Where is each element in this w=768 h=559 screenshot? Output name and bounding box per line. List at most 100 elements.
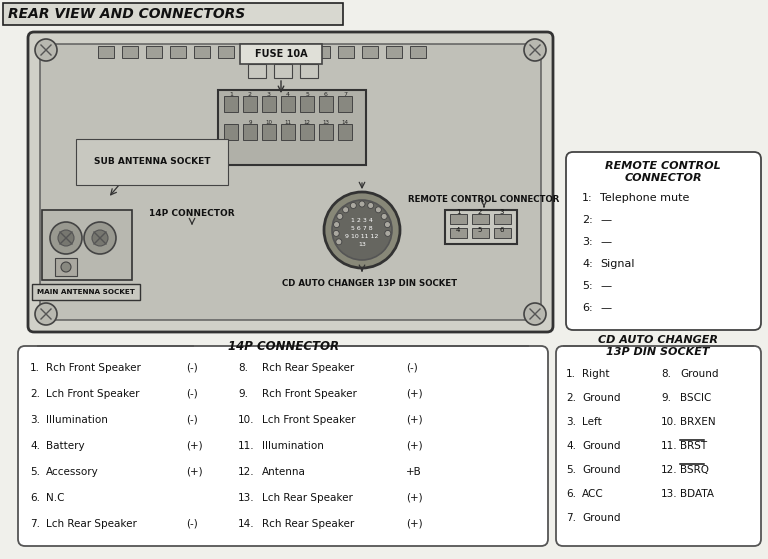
Text: 10.: 10. (661, 417, 677, 427)
Bar (300, 96, 314, 112)
Bar (146, 46, 162, 58)
Bar (243, 124, 257, 140)
Text: 1: 1 (455, 209, 460, 215)
Text: Ground: Ground (582, 465, 621, 475)
Text: 8.: 8. (661, 369, 671, 379)
Bar (494, 214, 511, 224)
Circle shape (337, 214, 343, 220)
Text: Left: Left (582, 417, 602, 427)
Bar (194, 46, 210, 58)
Text: (+): (+) (186, 467, 203, 477)
Text: Illumination: Illumination (46, 415, 108, 425)
Bar (32, 284, 140, 300)
Bar (262, 124, 276, 140)
Circle shape (524, 39, 546, 61)
Circle shape (50, 222, 82, 254)
Circle shape (350, 202, 356, 209)
Text: 14: 14 (342, 120, 349, 125)
Text: BRXEN: BRXEN (680, 417, 716, 427)
Text: 9 10 11 12: 9 10 11 12 (346, 234, 379, 239)
Text: Rch Front Speaker: Rch Front Speaker (262, 389, 357, 399)
Text: CONNECTOR: CONNECTOR (624, 173, 702, 183)
Circle shape (524, 303, 546, 325)
Text: 5.: 5. (30, 467, 40, 477)
Text: 5: 5 (478, 227, 482, 233)
Text: —: — (600, 303, 611, 313)
Text: Signal: Signal (600, 259, 634, 269)
Text: BSRQ: BSRQ (680, 465, 709, 475)
Text: (-): (-) (406, 363, 418, 373)
Text: 13.: 13. (661, 489, 677, 499)
Text: Illumination: Illumination (262, 441, 324, 451)
Bar (494, 228, 511, 238)
Circle shape (35, 39, 57, 61)
Text: 3:: 3: (582, 237, 593, 247)
Text: (+): (+) (406, 415, 422, 425)
Text: 4.: 4. (566, 441, 576, 451)
Text: —: — (600, 215, 611, 225)
Circle shape (359, 201, 365, 207)
Bar (338, 46, 354, 58)
Bar (300, 124, 314, 140)
Bar (224, 124, 238, 140)
Text: 1: 1 (229, 92, 233, 97)
Bar (170, 46, 186, 58)
Text: MAIN ANTENNA SOCKET: MAIN ANTENNA SOCKET (37, 289, 135, 295)
Text: Telephone mute: Telephone mute (600, 193, 690, 203)
Text: 4: 4 (456, 227, 460, 233)
Text: 7: 7 (343, 92, 347, 97)
Text: 5 6 7 8: 5 6 7 8 (351, 225, 372, 230)
Text: 6:: 6: (582, 303, 593, 313)
Bar (338, 124, 352, 140)
Text: (+): (+) (406, 441, 422, 451)
FancyBboxPatch shape (28, 32, 553, 332)
Text: 12.: 12. (238, 467, 255, 477)
Text: Rch Rear Speaker: Rch Rear Speaker (262, 519, 354, 529)
Text: 1.: 1. (566, 369, 576, 379)
Bar (472, 228, 489, 238)
Circle shape (336, 239, 342, 245)
Text: BSCIC: BSCIC (680, 393, 711, 403)
Text: 4.: 4. (30, 441, 40, 451)
Bar (338, 96, 352, 112)
Bar (42, 210, 132, 280)
Text: 3: 3 (267, 92, 271, 97)
Text: 9: 9 (248, 120, 252, 125)
Text: 3.: 3. (30, 415, 40, 425)
Bar (248, 64, 266, 78)
Bar (224, 96, 238, 112)
FancyBboxPatch shape (40, 44, 541, 320)
Text: Lch Front Speaker: Lch Front Speaker (46, 389, 140, 399)
Circle shape (324, 192, 400, 268)
Text: (-): (-) (186, 415, 197, 425)
Bar (410, 46, 426, 58)
Text: 9.: 9. (238, 389, 248, 399)
Text: 1.: 1. (30, 363, 40, 373)
Text: 7.: 7. (566, 513, 576, 523)
Text: Antenna: Antenna (262, 467, 306, 477)
Text: REMOTE CONTROL: REMOTE CONTROL (605, 161, 721, 171)
Text: BRST: BRST (680, 441, 707, 451)
Text: 6.: 6. (30, 493, 40, 503)
Text: 11.: 11. (238, 441, 255, 451)
Bar (3, 3, 343, 25)
Text: 9.: 9. (661, 393, 671, 403)
Text: 2.: 2. (566, 393, 576, 403)
Text: 10: 10 (266, 120, 273, 125)
Circle shape (368, 202, 374, 209)
Text: 6: 6 (500, 227, 505, 233)
Circle shape (61, 262, 71, 272)
Text: 13: 13 (358, 241, 366, 247)
Text: N.C: N.C (46, 493, 65, 503)
Bar (218, 46, 234, 58)
Text: ACC: ACC (582, 489, 604, 499)
Bar (98, 46, 114, 58)
Bar (290, 46, 306, 58)
FancyBboxPatch shape (566, 152, 761, 330)
Text: Ground: Ground (680, 369, 719, 379)
Bar (262, 96, 276, 112)
Text: 13P DIN SOCKET: 13P DIN SOCKET (606, 347, 710, 357)
Text: (-): (-) (186, 519, 197, 529)
Text: 2:: 2: (582, 215, 593, 225)
Text: 5.: 5. (566, 465, 576, 475)
